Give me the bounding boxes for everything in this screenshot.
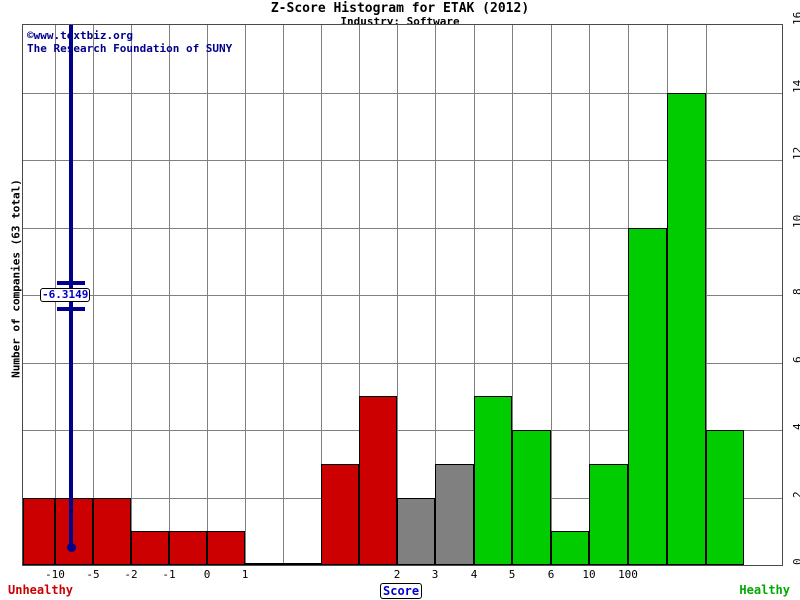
y-tick-label: 8 [791, 288, 800, 295]
x-tick-label: 0 [203, 568, 211, 581]
score-marker: -6.3149 [23, 25, 782, 565]
histogram-bar [551, 531, 589, 565]
legend-unhealthy: Unhealthy [8, 583, 74, 597]
x-tick-label: -1 [162, 568, 176, 581]
grid-layer [23, 25, 782, 565]
histogram-bar [93, 497, 131, 565]
x-axis-title-score: Score [380, 583, 423, 599]
y-tick-label: 10 [791, 214, 800, 228]
y-tick-label: 2 [791, 491, 800, 498]
score-marker-dot [67, 543, 76, 552]
histogram-bar [245, 563, 283, 565]
histogram-bar [512, 430, 551, 565]
x-tick-label: 1 [241, 568, 249, 581]
x-tick-label: -2 [124, 568, 138, 581]
x-tick-label: -5 [86, 568, 100, 581]
x-tick-label: 6 [547, 568, 555, 581]
x-tick-label: 5 [508, 568, 516, 581]
y-axis-label: Number of companies (63 total) [9, 179, 23, 378]
y-tick-label: 12 [791, 146, 800, 160]
histogram-bar [435, 463, 474, 565]
plot-area: -6.3149 ©www.textbiz.org The Research Fo… [22, 24, 783, 566]
y-tick-label: 4 [791, 423, 800, 430]
credit-line-1: ©www.textbiz.org [27, 29, 133, 42]
x-tick-label: 3 [431, 568, 439, 581]
y-tick-label: 0 [791, 558, 800, 565]
histogram-bar [283, 563, 321, 565]
chart-title: Z-Score Histogram for ETAK (2012) [270, 1, 530, 16]
histogram-bar [667, 92, 706, 565]
score-marker-stem [69, 25, 73, 547]
histogram-bar [706, 430, 744, 565]
y-tick-label: 6 [791, 356, 800, 363]
x-tick-label: 10 [582, 568, 596, 581]
histogram-bar [55, 497, 93, 565]
score-marker-label: -6.3149 [40, 288, 91, 302]
histogram-bar [207, 531, 245, 565]
histogram-bar [628, 227, 667, 565]
x-tick-label: 4 [470, 568, 478, 581]
x-tick-label: -10 [45, 568, 65, 581]
grid-line-horizontal [23, 295, 782, 296]
score-marker-cap-top [57, 281, 85, 285]
grid-line-horizontal [23, 92, 782, 94]
credit-line-2: The Research Foundation of SUNY [27, 42, 233, 55]
histogram-bar [359, 396, 397, 565]
legend-healthy: Healthy [739, 583, 790, 597]
y-tick-label: 16 [791, 11, 800, 25]
grid-line-horizontal [23, 430, 782, 431]
histogram-bar [397, 497, 435, 565]
grid-line-horizontal [23, 362, 782, 364]
grid-line-horizontal [23, 160, 782, 161]
histogram-bar [474, 396, 512, 565]
histogram-bar [23, 497, 55, 565]
histogram-bar [131, 531, 169, 565]
x-tick-label: 100 [618, 568, 638, 581]
x-tick-label: 2 [393, 568, 401, 581]
score-marker-cap-bottom [57, 307, 85, 311]
histogram-bar [321, 463, 359, 565]
histogram-bar [169, 531, 207, 565]
bar-layer [23, 25, 782, 565]
histogram-bar [589, 463, 628, 565]
grid-line-horizontal [23, 227, 782, 229]
y-tick-label: 14 [791, 79, 800, 93]
